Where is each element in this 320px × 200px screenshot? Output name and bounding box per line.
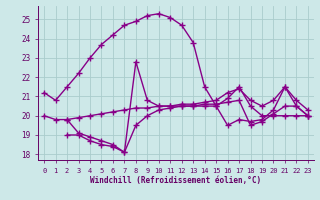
X-axis label: Windchill (Refroidissement éolien,°C): Windchill (Refroidissement éolien,°C)	[91, 176, 261, 185]
